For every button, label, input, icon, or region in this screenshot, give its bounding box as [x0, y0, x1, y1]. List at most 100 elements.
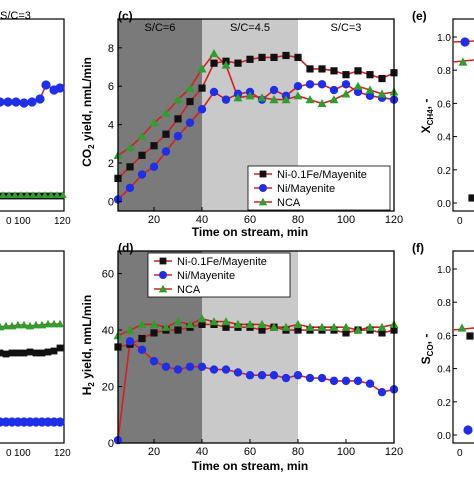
- panel-c-region-0: [118, 19, 202, 211]
- panel-f-fragment: (f) SCO, - 1.0 0.8 0.6 0.4 0.2 0.0 0: [412, 241, 474, 459]
- panel-c-region-label-0: S/C=6: [145, 22, 176, 34]
- left-top-circle-5: [35, 94, 45, 104]
- left-bottom-marks: [0, 319, 65, 427]
- panel-c-point-nca-30: [173, 95, 183, 104]
- left-top-tick-120: 120: [54, 216, 71, 227]
- panel-d-ticks: 20 40 60 80 100 120 0 20 40 60: [102, 269, 403, 458]
- panel-c-region-label-1: S/C=4.5: [230, 22, 270, 34]
- panel-c-xtick-label-40: 40: [196, 214, 208, 226]
- panel-c-ytick-label-4: 4: [108, 120, 114, 132]
- panel-c-point-nca-35: [185, 83, 195, 92]
- panel-c-point-ni-0-1fe-mayenite-30: [174, 115, 182, 123]
- panel-e-letter: (e): [412, 9, 427, 23]
- panel-d-point-ni-0-1fe-mayenite-15: [138, 334, 146, 343]
- panel-d-point-nca-45: [209, 317, 219, 326]
- panel-d-point-nca-40: [197, 314, 207, 323]
- panel-d-point-nca-30: [173, 317, 183, 326]
- panel-c-legend-label-nca: NCA: [277, 197, 301, 209]
- panel-d-point-ni-mayenite-40: [197, 362, 207, 371]
- panel-e-ytick-label-0: 1.0: [437, 33, 451, 44]
- panel-d-point-ni-mayenite-110: [365, 379, 375, 388]
- panel-d-point-nca-65: [257, 319, 267, 329]
- panel-c-point-ni-mayenite-30: [173, 131, 183, 141]
- left-bottom-tick-120: 120: [54, 448, 71, 459]
- panel-c-ytick-label-8: 8: [108, 43, 114, 55]
- panel-e-y-axis-label: XCH4, -: [419, 99, 435, 134]
- panel-d-point-ni-mayenite-35: [185, 362, 195, 371]
- panel-d-point-ni-mayenite-85: [305, 373, 315, 383]
- left-bottom-square-1: [2, 350, 10, 358]
- left-top-circle-6: [41, 80, 51, 90]
- panel-d-point-ni-mayenite-10: [125, 337, 135, 346]
- left-bottom-triangle-9: [49, 319, 59, 328]
- panel-d-point-nca-115: [377, 322, 387, 331]
- panel-c-frame: [117, 18, 395, 212]
- left-bottom-triangle-10: [55, 319, 65, 328]
- panel-e-marks: [452, 37, 474, 202]
- panel-d-legend-marker-nca: [158, 284, 168, 293]
- panel-d-point-ni-0-1fe-mayenite-115: [378, 329, 386, 337]
- panel-d-ytick-label-0: 0: [108, 438, 114, 450]
- panel-c-point-ni-mayenite-110: [365, 91, 375, 101]
- panel-d-point-ni-0-1fe-mayenite-65: [258, 326, 266, 334]
- panel-d-point-ni-0-1fe-mayenite-40: [198, 320, 206, 329]
- left-bottom-triangle-0: [0, 322, 5, 331]
- panel-f-ytick-label-5: 0.0: [437, 431, 451, 442]
- panel-c-point-nca-15: [137, 131, 147, 140]
- panel-d-point-nca-95: [329, 322, 339, 331]
- panel-d-point-nca-35: [185, 319, 195, 329]
- panel-d-legend-label-nca: NCA: [177, 284, 201, 296]
- panel-d-y-axis-label: H2 yield, nmL/min: [80, 295, 96, 395]
- panel-c-legend: Ni-0.1Fe/Mayenite Ni/Mayenite NCA: [247, 165, 391, 211]
- panel-f-ytick-label-4: 0.2: [437, 398, 451, 409]
- panel-f-ticks: 1.0 0.8 0.6 0.4 0.2 0.0: [437, 265, 457, 442]
- right-fragment: (e) XCH4, - 1.0 0.8 0.6 0.4 0.2 0.0 0 (f) SCO…: [412, 9, 474, 459]
- panel-c-region-label-2: S/C=3: [331, 22, 362, 34]
- panel-d-point-ni-mayenite-20: [149, 356, 159, 366]
- left-bottom-square-10: [56, 344, 64, 352]
- panel-d-point-ni-mayenite-45: [209, 365, 219, 374]
- panel-d-point-ni-mayenite-15: [137, 345, 147, 355]
- panel-d-point-nca-100: [341, 322, 351, 331]
- panel-d-frame: [117, 250, 395, 444]
- panel-c-point-ni-0-1fe-mayenite-65: [258, 53, 266, 61]
- panel-c-ytick-label-0: 0: [108, 196, 114, 208]
- left-bottom-square-3: [14, 349, 22, 357]
- panel-d-point-ni-0-1fe-mayenite-30: [174, 326, 182, 334]
- panel-f-x-tick: 0: [457, 448, 463, 459]
- panel-c-xtick-label-100: 100: [337, 214, 355, 226]
- panel-d-point-ni-mayenite-30: [173, 365, 183, 374]
- panel-d-point-ni-mayenite-50: [221, 365, 231, 374]
- left-top-square-3: [14, 192, 22, 200]
- panel-c-point-nca-70: [269, 95, 279, 104]
- panel-d-legend-label-ni-mayenite: Ni/Mayenite: [177, 270, 235, 282]
- panel-c-point-nca-105: [353, 81, 363, 90]
- left-top-triangle-8: [47, 191, 55, 198]
- left-top-circle-0: [0, 97, 5, 107]
- left-top-circle-1: [3, 97, 13, 107]
- panel-d-point-nca-75: [281, 322, 291, 331]
- left-top-square-9: [50, 192, 58, 200]
- panel-e-ytick-label-1: 0.8: [437, 66, 451, 77]
- panel-d-point-nca-70: [269, 322, 279, 331]
- panel-f-partial-triangle: [457, 323, 467, 332]
- panel-c-point-ni-mayenite-45: [209, 87, 219, 97]
- panel-c-point-nca-10: [125, 143, 135, 152]
- left-top-square-2: [8, 192, 16, 200]
- left-top-label: S/C=3: [0, 10, 31, 22]
- panel-c-point-ni-0-1fe-mayenite-15: [138, 151, 146, 159]
- left-top-triangle-10: [59, 191, 67, 198]
- panel-c-point-nca-90: [317, 98, 327, 108]
- panel-d-series-markers: [113, 314, 399, 445]
- panel-d-point-ni-mayenite-90: [317, 373, 327, 383]
- panel-d-h2-yield: 20 40 60 80 100 120 0 20 40 60 (d) Time on stream…: [80, 241, 403, 473]
- panel-d-ytick-label-20: 20: [102, 382, 114, 394]
- panel-e-ticks: 1.0 0.8 0.6 0.4 0.2 0.0: [437, 33, 457, 210]
- panel-c-legend-marker-ni-0-1fe-mayenite: [259, 170, 267, 178]
- panel-c-point-ni-mayenite-50: [221, 95, 231, 104]
- left-top-tick-100: 100: [14, 216, 31, 227]
- panel-d-legend: Ni-0.1Fe/Mayenite Ni/Mayenite NCA: [147, 252, 291, 298]
- left-top-triangle-7: [41, 191, 49, 198]
- left-bottom-square-5: [26, 348, 34, 356]
- panel-c-co2-yield: S/C=6 S/C=4.5 S/C=3 20 40 60 80 100 120 0 2 4 6 8 (c…: [80, 9, 403, 239]
